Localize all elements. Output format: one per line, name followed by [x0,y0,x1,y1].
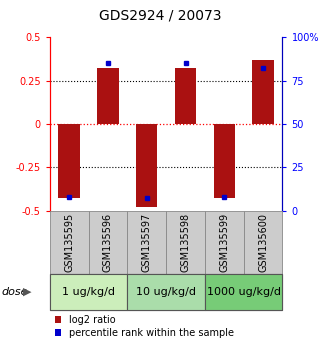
Text: GDS2924 / 20073: GDS2924 / 20073 [99,9,222,23]
Bar [166,211,205,274]
Bar [252,60,274,124]
Bar [97,68,118,124]
Text: ▶: ▶ [23,287,32,297]
Text: 1 ug/kg/d: 1 ug/kg/d [62,287,115,297]
Text: dose: dose [2,287,28,297]
Text: GSM135597: GSM135597 [142,213,152,272]
Bar [127,211,166,274]
Text: GSM135600: GSM135600 [258,213,268,272]
Text: 10 ug/kg/d: 10 ug/kg/d [136,287,196,297]
Bar [58,124,80,199]
Bar [205,274,282,310]
Bar [89,211,127,274]
Bar [175,68,196,124]
Text: GSM135599: GSM135599 [219,213,229,272]
Bar [214,124,235,199]
Text: 1000 ug/kg/d: 1000 ug/kg/d [207,287,281,297]
Text: GSM135598: GSM135598 [180,213,190,272]
Bar [50,274,127,310]
Bar [50,211,89,274]
Bar [205,211,244,274]
Bar [244,211,282,274]
Bar [136,124,157,207]
Text: GSM135596: GSM135596 [103,213,113,272]
Legend: log2 ratio, percentile rank within the sample: log2 ratio, percentile rank within the s… [55,315,234,337]
Text: GSM135595: GSM135595 [64,213,74,272]
Bar [127,274,205,310]
